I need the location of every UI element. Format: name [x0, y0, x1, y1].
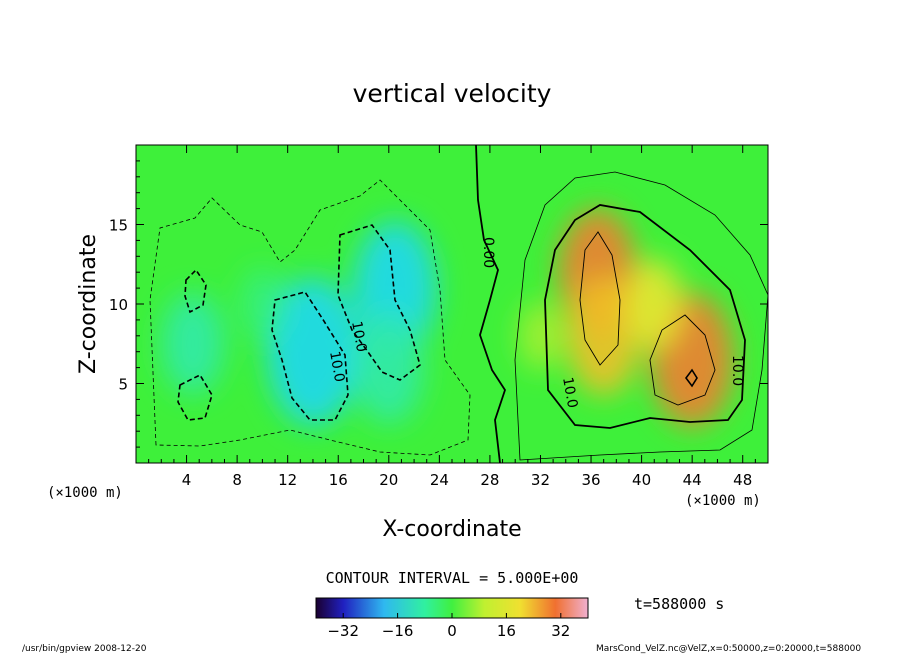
- contour-pos-outer: [514, 171, 768, 461]
- y-tick-label: 15: [109, 217, 128, 235]
- velocity-cell: [566, 276, 641, 396]
- contour-label: 10.0: [559, 376, 580, 409]
- contour-pos-20: [685, 368, 698, 388]
- time-label: t=588000 s: [634, 595, 724, 613]
- x-tick-label: 16: [329, 471, 348, 489]
- colorbar-tick-label: −16: [382, 622, 414, 640]
- contour-label: 10.0: [729, 355, 745, 386]
- colorbar-tick-label: 16: [497, 622, 516, 640]
- colorbar-ticks: −32 −16 0 16 32: [327, 613, 570, 640]
- contour-label: 10.0: [326, 350, 347, 383]
- x-tick-label: 28: [480, 471, 499, 489]
- x-tick-label: 44: [683, 471, 702, 489]
- x-tick-label: 40: [632, 471, 651, 489]
- x-tick-label: 12: [278, 471, 297, 489]
- contour-neg-inner-4: [337, 224, 421, 381]
- y-tick-label: 10: [109, 296, 128, 314]
- x-unit-right: (×1000 m): [685, 493, 761, 509]
- x-tick-label: 20: [379, 471, 398, 489]
- velocity-cell: [519, 301, 562, 371]
- contour-pos-15a: [579, 231, 621, 366]
- velocity-cell: [626, 258, 683, 350]
- x-unit-left: (×1000 m): [47, 485, 123, 501]
- contour-pos-10: [544, 204, 746, 429]
- y-axis: 5 10 15: [109, 160, 768, 448]
- contour-label: 10.0: [348, 320, 369, 353]
- contour-interval: CONTOUR INTERVAL = 5.000E+00: [326, 569, 579, 587]
- contour-neg-inner-2: [177, 373, 213, 421]
- footer-right: MarsCond_VelZ.nc@VelZ,x=0:50000,z=0:2000…: [596, 644, 861, 654]
- contour-pos-15b: [649, 314, 716, 406]
- plot-area: [136, 145, 768, 463]
- x-axis: 4 8 12 16 20 24 28 32 36 40 44 48: [148, 145, 756, 489]
- x-tick-label: 8: [232, 471, 242, 489]
- velocity-cell: [161, 293, 225, 395]
- y-axis-title: Z-coordinate: [76, 234, 101, 374]
- contour-zero: [475, 145, 506, 463]
- colorbar-tick-label: −32: [327, 622, 359, 640]
- x-tick-label: 4: [182, 471, 192, 489]
- contour-neg-inner-1: [184, 268, 207, 314]
- contour-neg-outer: [149, 179, 471, 456]
- chart-title: vertical velocity: [353, 79, 552, 108]
- footer-left: /usr/bin/gpview 2008-12-20: [22, 644, 147, 654]
- contours: [149, 145, 768, 463]
- contour-neg-inner-3: [271, 291, 349, 421]
- colorbar-tick-label: 0: [447, 622, 457, 640]
- x-tick-label: 48: [733, 471, 752, 489]
- x-axis-title: X-coordinate: [382, 517, 521, 542]
- velocity-cell: [354, 311, 424, 424]
- x-tick-label: 32: [531, 471, 550, 489]
- velocity-cell: [240, 267, 285, 341]
- x-tick-label: 24: [430, 471, 449, 489]
- y-tick-label: 5: [118, 376, 128, 394]
- contour-label: 0.00: [480, 237, 496, 268]
- x-tick-label: 36: [581, 471, 600, 489]
- colorbar-tick-label: 32: [551, 622, 570, 640]
